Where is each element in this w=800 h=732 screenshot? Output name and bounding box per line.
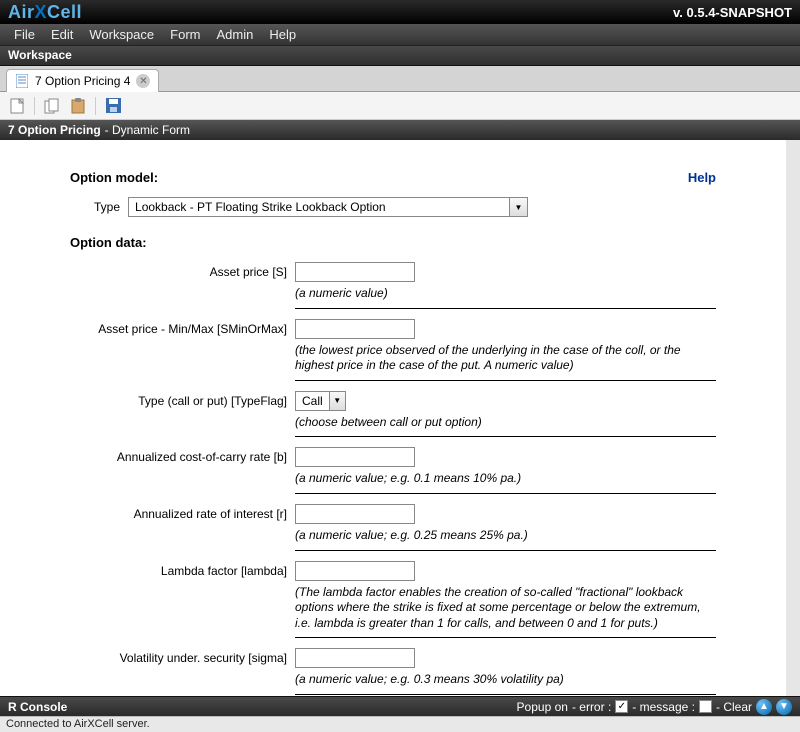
panel-title-bold: 7 Option Pricing bbox=[8, 123, 101, 137]
form-row: Annualized cost-of-carry rate [b](a nume… bbox=[70, 447, 716, 502]
logo-air: Air bbox=[8, 2, 35, 22]
field-input[interactable] bbox=[295, 504, 415, 524]
field-hint: (The lambda factor enables the creation … bbox=[295, 585, 716, 632]
field-cell: (a numeric value; e.g. 0.3 means 30% vol… bbox=[295, 648, 716, 695]
field-cell: (a numeric value) bbox=[295, 262, 716, 309]
type-select-value: Lookback - PT Floating Strike Lookback O… bbox=[129, 200, 509, 214]
logo-cell: Cell bbox=[47, 2, 82, 22]
field-hint: (a numeric value; e.g. 0.3 means 30% vol… bbox=[295, 672, 716, 688]
status-bar: Connected to AirXCell server. bbox=[0, 716, 800, 732]
field-input[interactable] bbox=[295, 262, 415, 282]
copy-button[interactable] bbox=[41, 95, 63, 117]
new-doc-button[interactable] bbox=[6, 95, 28, 117]
menu-admin[interactable]: Admin bbox=[209, 27, 262, 42]
form-row: Asset price - Min/Max [SMinOrMax](the lo… bbox=[70, 319, 716, 389]
section-option-data: Option data: bbox=[70, 235, 716, 250]
console-label: R Console bbox=[8, 700, 67, 714]
app-version: v. 0.5.4-SNAPSHOT bbox=[673, 5, 792, 20]
close-icon[interactable]: ✕ bbox=[136, 74, 150, 88]
field-cell: Call▼ (choose between call or put option) bbox=[295, 391, 716, 438]
console-controls: Popup on - error : ✓ - message : - Clear… bbox=[517, 699, 792, 715]
field-label: Type (call or put) [TypeFlag] bbox=[70, 391, 295, 446]
section-model-label: Option model: bbox=[70, 170, 158, 185]
panel-title-rest: - Dynamic Form bbox=[105, 123, 190, 137]
type-row: Type Lookback - PT Floating Strike Lookb… bbox=[94, 197, 716, 217]
field-hint: (a numeric value; e.g. 0.25 means 25% pa… bbox=[295, 528, 716, 544]
field-input[interactable] bbox=[295, 447, 415, 467]
field-hint: (the lowest price observed of the underl… bbox=[295, 343, 716, 374]
field-label: Annualized cost-of-carry rate [b] bbox=[70, 447, 295, 502]
toolbar-separator bbox=[34, 97, 35, 115]
field-cell: (a numeric value; e.g. 0.1 means 10% pa.… bbox=[295, 447, 716, 494]
field-label: Lambda factor [lambda] bbox=[70, 561, 295, 647]
message-label: - message : bbox=[632, 700, 695, 714]
workspace-bar: Workspace bbox=[0, 46, 800, 66]
chevron-down-icon: ▼ bbox=[509, 198, 527, 216]
field-cell: (the lowest price observed of the underl… bbox=[295, 319, 716, 381]
type-select[interactable]: Lookback - PT Floating Strike Lookback O… bbox=[128, 197, 528, 217]
menu-file[interactable]: File bbox=[6, 27, 43, 42]
scroll-down-icon[interactable]: ▼ bbox=[776, 699, 792, 715]
field-label: Asset price [S] bbox=[70, 262, 295, 317]
form: Option model: Help Type Lookback - PT Fl… bbox=[0, 140, 786, 696]
help-link[interactable]: Help bbox=[688, 170, 716, 185]
field-input[interactable] bbox=[295, 561, 415, 581]
toolbar bbox=[0, 92, 800, 120]
content-area: ▲ ▼ Option model: Help Type Lookback - P… bbox=[0, 140, 800, 696]
form-row: Annualized rate of interest [r](a numeri… bbox=[70, 504, 716, 559]
field-cell: (The lambda factor enables the creation … bbox=[295, 561, 716, 639]
save-button[interactable] bbox=[102, 95, 124, 117]
scroll-down-button[interactable]: ▼ bbox=[786, 682, 800, 696]
tab-option-pricing[interactable]: 7 Option Pricing 4 ✕ bbox=[6, 69, 159, 92]
tab-label: 7 Option Pricing 4 bbox=[35, 74, 130, 88]
field-select[interactable]: Call▼ bbox=[295, 391, 346, 411]
menu-help[interactable]: Help bbox=[261, 27, 304, 42]
form-row: Lambda factor [lambda](The lambda factor… bbox=[70, 561, 716, 647]
error-label: - error : bbox=[572, 700, 611, 714]
workspace-label: Workspace bbox=[8, 48, 72, 62]
app-topbar: AirXCell v. 0.5.4-SNAPSHOT bbox=[0, 0, 800, 24]
form-row: Volatility under. security [sigma](a num… bbox=[70, 648, 716, 696]
clear-label: - Clear bbox=[716, 700, 752, 714]
form-row: Type (call or put) [TypeFlag]Call▼ (choos… bbox=[70, 391, 716, 446]
error-checkbox[interactable]: ✓ bbox=[615, 700, 628, 713]
field-hint: (a numeric value) bbox=[295, 286, 716, 302]
field-label: Volatility under. security [sigma] bbox=[70, 648, 295, 696]
field-label: Annualized rate of interest [r] bbox=[70, 504, 295, 559]
field-select-value: Call bbox=[296, 394, 329, 408]
tabstrip: 7 Option Pricing 4 ✕ bbox=[0, 66, 800, 92]
logo-x: X bbox=[35, 2, 48, 22]
field-input[interactable] bbox=[295, 319, 415, 339]
document-icon bbox=[15, 74, 29, 88]
field-input[interactable] bbox=[295, 648, 415, 668]
paste-button[interactable] bbox=[67, 95, 89, 117]
field-label: Asset price - Min/Max [SMinOrMax] bbox=[70, 319, 295, 389]
field-cell: (a numeric value; e.g. 0.25 means 25% pa… bbox=[295, 504, 716, 551]
console-bar: R Console Popup on - error : ✓ - message… bbox=[0, 696, 800, 716]
toolbar-separator bbox=[95, 97, 96, 115]
menu-edit[interactable]: Edit bbox=[43, 27, 81, 42]
section-option-model: Option model: Help bbox=[70, 170, 716, 185]
type-label: Type bbox=[94, 200, 120, 214]
form-row: Asset price [S](a numeric value) bbox=[70, 262, 716, 317]
panel-header: 7 Option Pricing - Dynamic Form bbox=[0, 120, 800, 140]
section-data-label: Option data: bbox=[70, 235, 147, 250]
field-hint: (a numeric value; e.g. 0.1 means 10% pa.… bbox=[295, 471, 716, 487]
menu-workspace[interactable]: Workspace bbox=[81, 27, 162, 42]
chevron-down-icon: ▼ bbox=[329, 392, 345, 410]
app-logo: AirXCell bbox=[8, 2, 82, 23]
menubar: File Edit Workspace Form Admin Help bbox=[0, 24, 800, 46]
menu-form[interactable]: Form bbox=[162, 27, 208, 42]
field-hint: (choose between call or put option) bbox=[295, 415, 716, 431]
scroll-up-button[interactable]: ▲ bbox=[786, 140, 800, 154]
status-text: Connected to AirXCell server. bbox=[6, 718, 150, 730]
popup-label: Popup on bbox=[517, 700, 568, 714]
message-checkbox[interactable] bbox=[699, 700, 712, 713]
scroll-up-icon[interactable]: ▲ bbox=[756, 699, 772, 715]
